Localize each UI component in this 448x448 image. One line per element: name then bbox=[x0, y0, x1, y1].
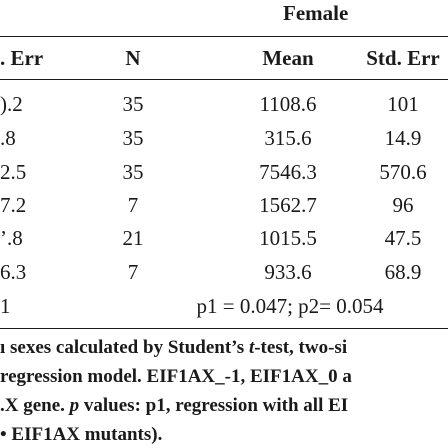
table-cell: 101 bbox=[387, 92, 419, 116]
table-cell: 1562.7 bbox=[259, 193, 317, 217]
column-header-std-err: Std. Err bbox=[366, 46, 440, 70]
footnote-text: values: p1, regression with all EI bbox=[79, 395, 349, 416]
table-cell: 21 bbox=[122, 226, 144, 250]
table-cell: ).2 bbox=[0, 92, 23, 116]
table-cell: 35 bbox=[122, 160, 144, 184]
table-cell: 68.9 bbox=[384, 260, 422, 284]
footnote-text: • EIF1AX mutants). bbox=[0, 424, 163, 445]
pvalue-text: p1 = 0.047; p2= 0.054 bbox=[196, 294, 384, 318]
footnote-text: -test, two-si bbox=[254, 337, 348, 358]
column-header-mean: Mean bbox=[262, 46, 314, 70]
table-cell: 7546.3 bbox=[259, 160, 317, 184]
footnote-text: ı sexes calculated by Student’s bbox=[0, 337, 249, 358]
footnote-line-3: .X gene. p values: p1, regression with a… bbox=[0, 395, 348, 417]
group-underline bbox=[0, 36, 448, 37]
footnote-text: .X gene. bbox=[0, 395, 70, 416]
table-cell: 7.2 bbox=[0, 193, 27, 217]
table-cell: .8 bbox=[0, 126, 16, 150]
footnote-line-2: regression model. EIF1AX_-1, EIF1AX_0 a bbox=[0, 366, 352, 388]
table-cell: 2.5 bbox=[0, 160, 27, 184]
table-cell: 315.6 bbox=[264, 126, 312, 150]
table-cell: 933.6 bbox=[264, 260, 312, 284]
column-header-std-err-partial: . Err bbox=[0, 46, 44, 70]
table-cell: 1015.5 bbox=[259, 226, 317, 250]
table-bottom-rule bbox=[0, 328, 448, 329]
pvalue-row-left: 1 bbox=[0, 294, 11, 318]
group-header-female: Female bbox=[283, 1, 349, 25]
table-cell: ’.8 bbox=[0, 226, 23, 250]
footnote-italic-t: t bbox=[248, 337, 255, 358]
footnote-italic-p: p bbox=[69, 395, 80, 416]
table-cell: 1108.6 bbox=[259, 92, 317, 116]
table-cell: 7 bbox=[127, 193, 139, 217]
table-cell: 35 bbox=[122, 126, 144, 150]
header-rule bbox=[0, 79, 448, 80]
footnote-text: regression model. EIF1AX_-1, EIF1AX_0 a bbox=[0, 366, 352, 387]
table-cell: 7 bbox=[127, 260, 139, 284]
table-cell: 47.5 bbox=[384, 226, 422, 250]
footnote-line-1: ı sexes calculated by Student’s t-test, … bbox=[0, 337, 347, 359]
table-cell: 570.6 bbox=[379, 160, 427, 184]
table-cell: 6.3 bbox=[0, 260, 27, 284]
column-header-n: N bbox=[125, 46, 141, 70]
table-cell: 35 bbox=[122, 92, 144, 116]
table-cell: 96 bbox=[392, 193, 414, 217]
footnote-line-4: • EIF1AX mutants). bbox=[0, 424, 162, 446]
table-cell: 14.9 bbox=[384, 126, 422, 150]
